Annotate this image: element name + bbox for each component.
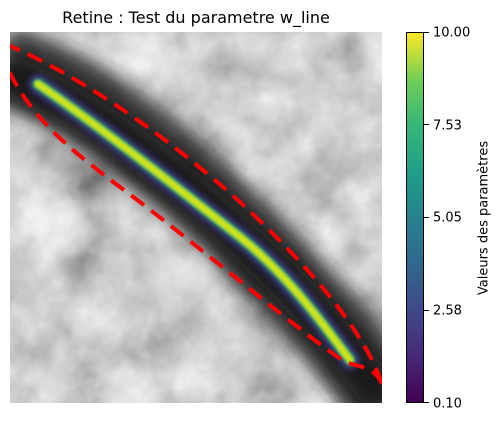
colorbar-tick xyxy=(424,124,429,125)
colorbar-tick xyxy=(424,217,429,218)
figure-title: Retine : Test du parametre w_line xyxy=(62,8,330,27)
colorbar-tick-label: 0.10 xyxy=(433,396,462,412)
vessel-overlay-yellow xyxy=(35,81,353,363)
colorbar-tick xyxy=(424,32,429,33)
colorbar-tick xyxy=(424,310,429,311)
colorbar-tick xyxy=(424,402,429,403)
colorbar xyxy=(406,32,424,403)
dashed-contour xyxy=(10,43,382,385)
colorbar-tick-label: 5.05 xyxy=(433,210,462,226)
colorbar-tick-label: 10.00 xyxy=(433,25,471,41)
retina-image-plot xyxy=(10,32,382,403)
colorbar-tick-label: 7.53 xyxy=(433,118,462,134)
colorbar-axis-label: Valeurs des paramètres xyxy=(476,140,492,296)
colorbar-tick-label: 2.58 xyxy=(433,303,462,319)
